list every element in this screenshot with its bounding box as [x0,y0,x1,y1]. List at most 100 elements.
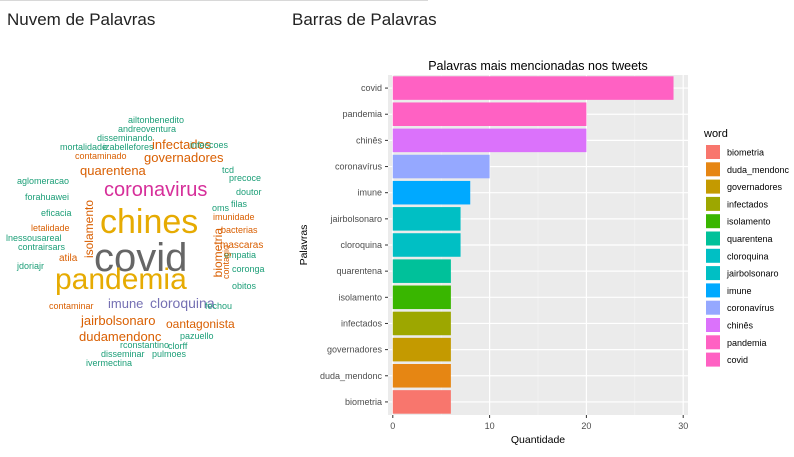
category-label: chinês [356,135,383,145]
category-label: isolamento [338,292,382,302]
cloud-word: disseminar [101,349,145,359]
cloud-word: quarentena [80,163,146,178]
legend-swatch-pandemia [706,335,720,350]
legend-label: jairbolsonaro [726,269,779,279]
bar-governadores [392,337,451,362]
legend-label: isolamento [727,217,771,227]
category-label: covid [361,83,382,93]
cloud-word: clorff [168,341,188,351]
x-tick-label: 20 [581,421,591,431]
cloud-word: contaminar [49,301,94,311]
cloud-word: dudamendonc [79,329,162,344]
cloud-word: izabellefores [103,142,154,152]
bar-isolamento [392,285,451,310]
chart-title: Palavras mais mencionadas nos tweets [428,59,648,73]
legend-label: imune [727,286,752,296]
cloud-word: obitos [232,281,257,291]
cloud-word: forahuawei [25,192,70,202]
legend-swatch-isolamento [706,214,720,229]
cloud-word: imunidade [213,212,255,222]
cloud-word: atila [59,253,78,264]
cloud-word: doutor [236,187,262,197]
cloud-word: pandemia [55,263,187,296]
x-tick-label: 30 [678,421,688,431]
bar-chart-panel-title: Barras de Palavras [292,10,437,29]
cloud-word: governadores [144,150,224,165]
legend-swatch-jairbolsonaro [706,266,720,281]
cloud-word: infeccoes [190,140,229,150]
bar-jairbolsonaro [392,207,461,231]
category-label: imune [357,188,382,198]
legend-label: chinês [727,321,754,331]
category-label: quarentena [336,266,382,276]
legend-label: covid [727,355,748,365]
legend-label: biometria [727,148,764,158]
cloud-word: bacterias [221,225,258,235]
bar-pandemia [392,102,587,126]
cloud-word: cloroquina [150,295,215,311]
cloud-word: imune [108,296,144,311]
cloud-word: andreoventura [118,124,177,134]
cloud-word: covid [94,236,188,280]
cloud-word: aglomeracao [17,176,70,186]
cloud-word: contagio [221,245,231,280]
cloud-word: contaminado [75,151,127,161]
cloud-word: mortalidade [60,142,108,152]
cloud-word: coronga [232,264,265,274]
legend-label: infectados [727,199,769,209]
category-label: cloroquina [340,240,382,250]
legend-swatch-governadores [706,179,720,194]
cloud-word: filas [231,199,248,209]
cloud-word: rconstantino [120,340,170,350]
legend-title: word [703,128,728,140]
cloud-word: infectados [152,137,212,152]
category-label: infectados [341,318,383,328]
cloud-word: empatia [224,250,257,260]
cloud-word: letalidade [31,223,70,233]
x-axis-title: Quantidade [511,434,565,446]
cloud-word: lnessousareal [6,233,62,243]
bar-duda_mendonc [392,364,451,388]
legend-label: pandemia [727,338,767,348]
bar-biometria [392,390,451,414]
bar-chinês [392,128,587,153]
legend-label: duda_mendonc [727,165,790,175]
bar-imune [392,180,471,205]
bar-infectados [392,311,451,336]
cloud-word: oantagonista [166,317,235,331]
bar-cloroquina [392,233,461,257]
cloud-word: mascaras [220,240,264,251]
top-divider [0,0,428,1]
legend-label: quarentena [727,234,773,244]
y-axis-title: Palavras [298,225,310,266]
legend-swatch-covid [706,352,720,367]
category-label: governadores [327,345,383,355]
cloud-word: pazuello [180,331,214,341]
category-label: coronavírus [335,162,383,172]
category-label: duda_mendonc [320,371,383,381]
category-label: jairbolsonaro [329,214,382,224]
legend-swatch-cloroquina [706,248,720,263]
legend-label: governadores [727,182,783,192]
cloud-word: chines [100,203,199,241]
cloud-word: precoce [229,173,262,183]
cloud-word: isolamento [82,200,96,259]
cloud-word: jairbolsonaro [81,313,156,328]
x-tick-label: 0 [390,421,395,431]
legend-swatch-duda_mendonc [706,162,720,177]
legend-swatch-biometria [706,145,720,159]
bar-chart: Palavras mais mencionadas nos tweets 0 10 2… [298,59,790,446]
legend-swatch-infectados [706,196,720,211]
legend-swatch-imune [706,283,720,298]
cloud-word: fechou [205,301,233,311]
category-label: biometria [345,397,382,407]
legend-label: coronavírus [727,303,775,313]
cloud-word: disseminando [97,133,153,143]
cloud-word: coronavirus [104,179,208,201]
bar-covid [392,76,674,100]
cloud-word: oms [212,203,230,213]
cloud-word: tcd [222,165,235,175]
wordcloud-title: Nuvem de Palavras [7,10,156,29]
bar-coronavírus [392,154,490,179]
cloud-word: ivermectina [86,358,133,368]
